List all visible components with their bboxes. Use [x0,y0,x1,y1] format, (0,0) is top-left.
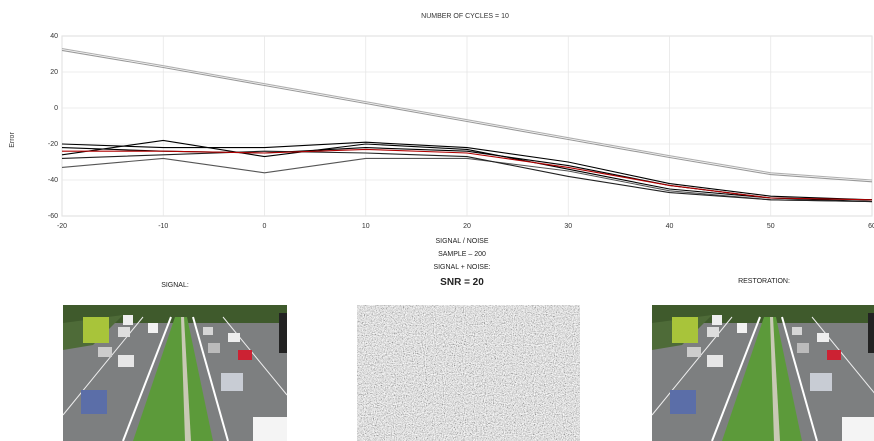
series-line [61,157,873,203]
x-tick-label: 30 [564,223,572,230]
y-tick-label: -60 [48,213,58,220]
series-line [61,141,873,201]
signal-image [62,304,288,441]
signal-noise-label: SIGNAL / NOISE [435,238,489,245]
y-tick-label: 0 [54,105,58,112]
x-tick-label: 40 [666,223,674,230]
series-line [61,49,873,183]
noise-image [357,305,580,441]
signal-title: SIGNAL: [161,282,189,289]
x-tick-label: 10 [362,223,370,230]
series-line [61,150,873,203]
signal-plus-noise-label: SIGNAL + NOISE: [433,264,491,271]
restoration-title: RESTORATION: [738,278,790,285]
x-tick-label: 50 [767,223,775,230]
snr-label: SNR = 20 [440,277,484,288]
y-tick-label: 40 [50,33,58,40]
y-tick-label: 20 [50,69,58,76]
x-tick-label: -20 [57,223,67,230]
y-tick-label: -20 [48,141,58,148]
y-axis-label: Error [9,132,16,148]
restoration-image [651,304,874,441]
x-tick-label: -10 [158,223,168,230]
x-tick-label: 0 [263,223,267,230]
sample-label: SAMPLE – 200 [438,251,486,258]
series-line [61,48,873,181]
chart-title: NUMBER OF CYCLES = 10 [421,13,509,20]
x-tick-label: 60 [868,223,874,230]
x-tick-label: 20 [463,223,471,230]
series-line [62,148,873,201]
y-tick-label: -40 [48,177,58,184]
series-line [61,139,873,203]
